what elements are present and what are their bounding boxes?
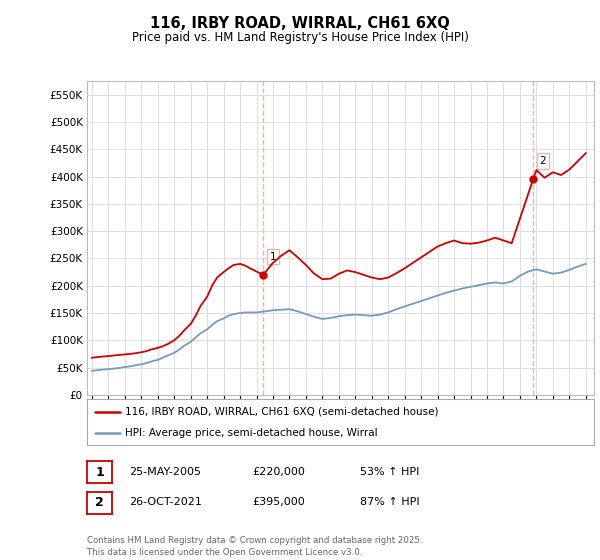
Text: £395,000: £395,000	[252, 497, 305, 507]
Text: 116, IRBY ROAD, WIRRAL, CH61 6XQ: 116, IRBY ROAD, WIRRAL, CH61 6XQ	[150, 16, 450, 31]
Text: 53% ↑ HPI: 53% ↑ HPI	[360, 466, 419, 477]
Text: 2: 2	[539, 156, 547, 166]
Text: 116, IRBY ROAD, WIRRAL, CH61 6XQ (semi-detached house): 116, IRBY ROAD, WIRRAL, CH61 6XQ (semi-d…	[125, 407, 439, 417]
Text: 1: 1	[270, 251, 277, 262]
Text: 2: 2	[95, 496, 104, 510]
Text: 26-OCT-2021: 26-OCT-2021	[129, 497, 202, 507]
Text: 25-MAY-2005: 25-MAY-2005	[129, 466, 201, 477]
Text: £220,000: £220,000	[252, 466, 305, 477]
Text: 87% ↑ HPI: 87% ↑ HPI	[360, 497, 419, 507]
Text: HPI: Average price, semi-detached house, Wirral: HPI: Average price, semi-detached house,…	[125, 428, 377, 438]
Text: Contains HM Land Registry data © Crown copyright and database right 2025.
This d: Contains HM Land Registry data © Crown c…	[87, 536, 422, 557]
Text: Price paid vs. HM Land Registry's House Price Index (HPI): Price paid vs. HM Land Registry's House …	[131, 31, 469, 44]
Text: 1: 1	[95, 465, 104, 479]
